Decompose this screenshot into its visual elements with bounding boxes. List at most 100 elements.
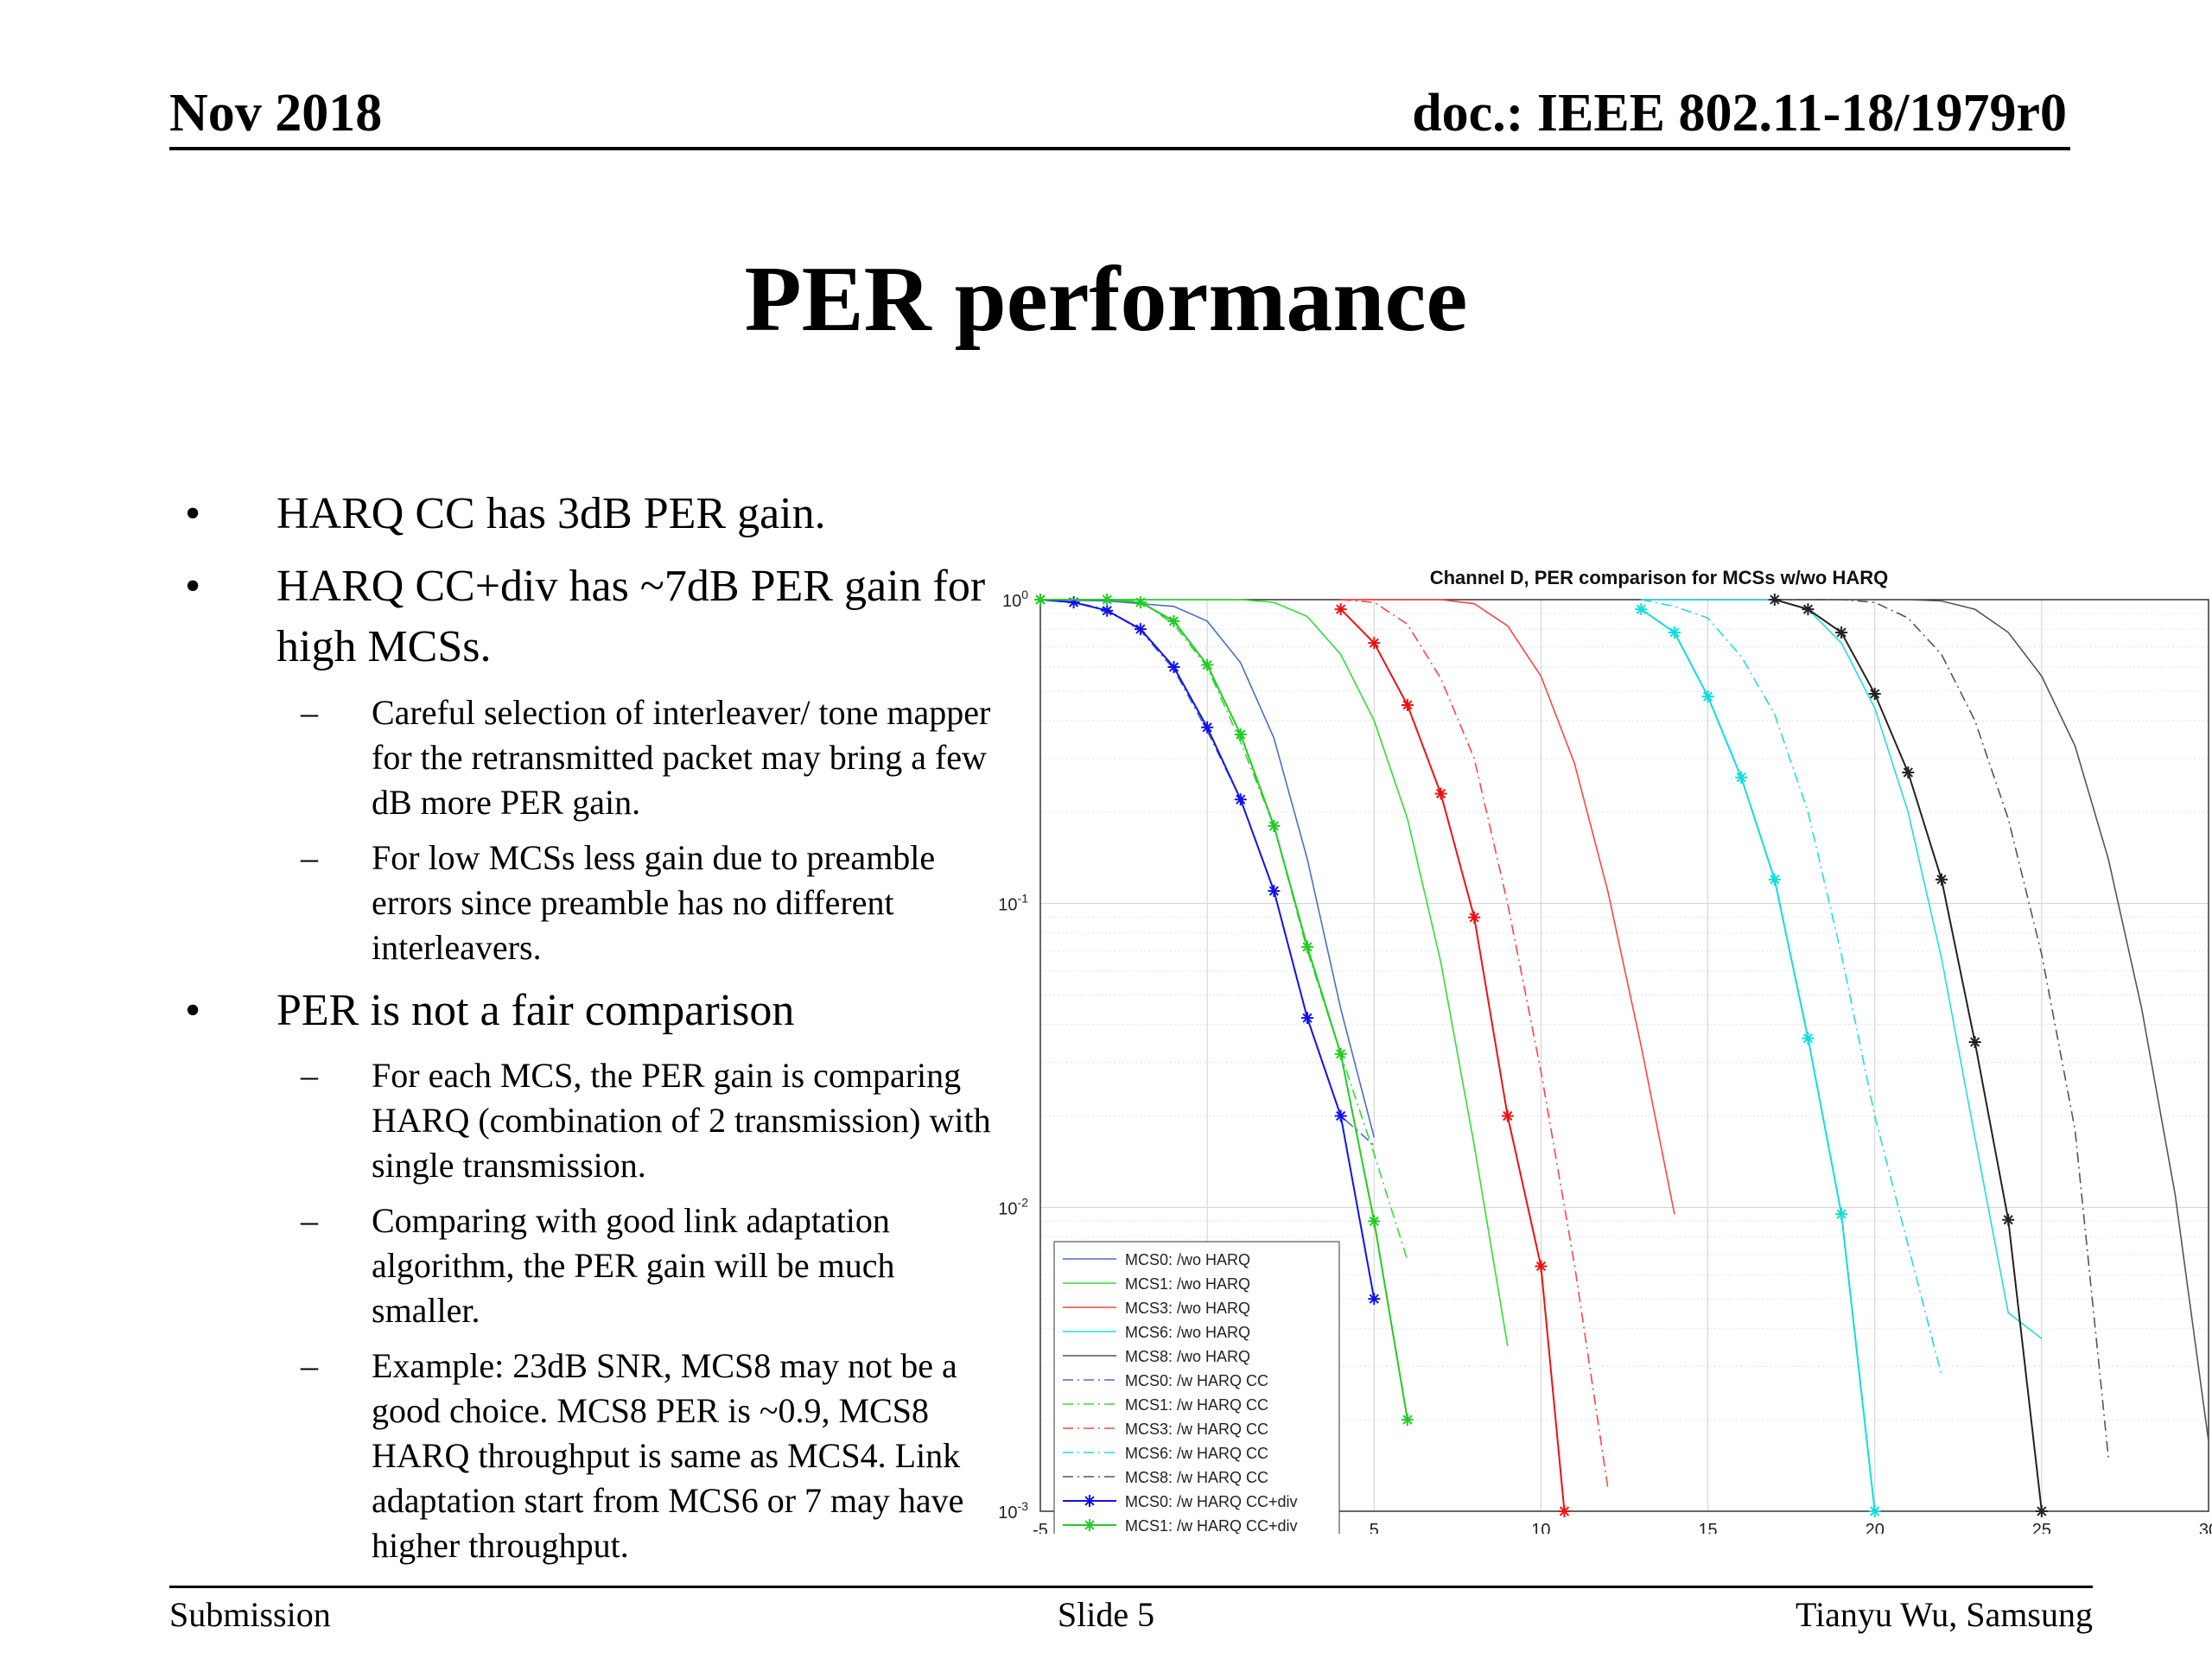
series-point-marker [1201,658,1214,671]
sub-bullet-text: Example: 23dB SNR, MCS8 may not be a goo… [372,1345,964,1565]
y-tick-label: 10-2 [998,1195,1028,1218]
series-point-marker [1968,1036,1981,1049]
series-8 [1340,599,1609,1488]
series-point-marker [1868,1505,1881,1517]
x-tick-label: 25 [2032,1521,2051,1534]
series-line [1640,608,1876,1512]
bullet-1-text: HARQ CC has 3dB PER gain. [276,489,826,538]
bullet-3-text: PER is not a fair comparison [276,985,795,1035]
series-point-marker [1501,1109,1514,1122]
dash-icon: – [301,1345,318,1385]
series-line [1641,599,2043,1339]
dash-icon: – [301,1200,318,1240]
legend-label: MCS0: /w HARQ CC [1125,1372,1268,1389]
series-point-marker [1635,603,1648,616]
legend-label: MCS8: /wo HARQ [1125,1348,1250,1365]
series-point-marker [1768,594,1781,606]
legend-label: MCS1: /wo HARQ [1125,1275,1250,1293]
series-point-marker [1334,1047,1347,1060]
series-line [1340,599,1609,1488]
series-14 [1635,603,1881,1517]
series-point-marker [1434,787,1447,800]
series-7 [1040,599,1408,1261]
series-line [1040,599,1408,1261]
series-point-marker [1535,1260,1548,1273]
series-point-marker [1558,1505,1571,1517]
series-point-marker [1134,596,1147,609]
series-point-marker [1701,690,1714,703]
dash-icon: – [301,837,318,877]
series-point-marker [1935,873,1948,886]
legend-label: MCS8: /w HARQ CC [1125,1469,1268,1486]
series-point-marker [1268,819,1281,832]
series-point-marker [1234,793,1247,806]
bullet-1: • HARQ CC has 3dB PER gain. [173,484,1002,544]
series-point-marker [1768,873,1781,886]
legend-marker [1084,1519,1096,1531]
plot-frame [1039,599,2209,1512]
legend-label: MCS0: /wo HARQ [1125,1251,1250,1268]
series-point-marker [2002,1213,2015,1226]
x-tick-label: 30 [2199,1521,2212,1534]
series-point-marker [1334,1109,1347,1122]
per-chart: Channel D, PER comparison for MCSs w/wo … [998,567,2212,1534]
sub-bullet-2-1: – Careful selection of interleaver/ tone… [173,690,1002,825]
series-point-marker [1401,1414,1414,1427]
series-point-marker [1167,661,1180,674]
series-point-marker [1234,728,1247,741]
series-point-marker [1067,596,1080,609]
series-point-marker [1368,1293,1381,1306]
chart-axes: -505101520253010010-110-210-3 [998,588,2212,1534]
footer-rule [169,1586,2093,1588]
legend-label: MCS6: /w HARQ CC [1125,1445,1268,1462]
legend-label: MCS1: /w HARQ CC [1125,1396,1268,1414]
x-tick-label: 5 [1370,1521,1379,1534]
series-3 [1340,599,1675,1215]
x-tick-label: -5 [1033,1521,1048,1534]
y-tick-label: 10-1 [998,892,1028,915]
legend-label: MCS3: /w HARQ CC [1125,1421,1268,1438]
series-point-marker [1668,626,1681,639]
sub-bullet-3-1: – For each MCS, the PER gain is comparin… [173,1053,1002,1188]
legend-label: MCS1: /w HARQ CC+div [1125,1517,1298,1534]
sub-bullet-3-2: – Comparing with good link adaptation al… [173,1198,1002,1333]
legend-box [1053,1241,1340,1534]
series-point-marker [1802,603,1815,616]
bullet-3: • PER is not a fair comparison [173,981,1002,1041]
series-10 [1774,599,2109,1459]
series-point-marker [1334,603,1347,616]
series-2 [1040,599,1509,1346]
series-point-marker [1868,687,1881,700]
series-line [1340,599,1675,1215]
series-point-marker [1368,1215,1381,1228]
series-line [1339,608,1566,1512]
series-point-marker [1301,940,1314,953]
series-point-marker [1167,614,1180,627]
bullet-dot-icon: • [185,562,201,612]
series-point-marker [1835,626,1848,639]
series-line [1774,599,2109,1459]
series-point-marker [1802,1032,1815,1045]
x-tick-label: 15 [1698,1521,1717,1534]
series-point-marker [1468,911,1481,924]
sub-bullet-3-3: – Example: 23dB SNR, MCS8 may not be a g… [173,1344,1002,1568]
sub-bullet-text: Careful selection of interleaver/ tone m… [372,692,991,822]
series-13 [1334,603,1571,1517]
dash-icon: – [301,1055,318,1095]
bullet-list: • HARQ CC has 3dB PER gain. • HARQ CC+di… [173,484,1002,1579]
sub-bullet-text: For each MCS, the PER gain is comparing … [372,1055,991,1185]
series-point-marker [1268,885,1281,898]
series-line [1039,599,1376,1138]
series-4 [1641,599,2043,1339]
legend-label: MCS3: /wo HARQ [1125,1300,1250,1317]
series-line [1641,599,1942,1376]
chart-title: Channel D, PER comparison for MCSs w/wo … [1430,567,1889,588]
series-line [1040,599,1509,1346]
series-point-marker [2035,1505,2048,1517]
header-rule [169,147,2070,150]
footer-submission: Submission [169,1595,331,1634]
bullet-2: • HARQ CC+div has ~7dB PER gain for high… [173,556,1002,677]
footer-author: Tianyu Wu, Samsung [1795,1595,2093,1634]
chart-series [1034,594,2209,1517]
series-point-marker [1034,594,1046,606]
